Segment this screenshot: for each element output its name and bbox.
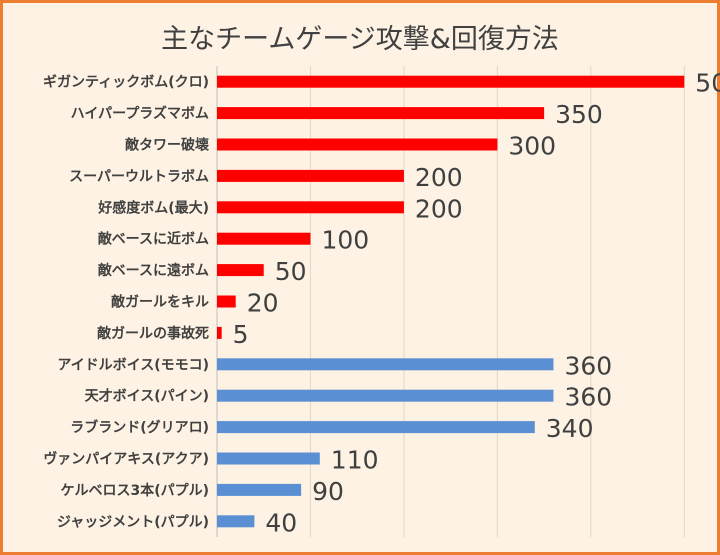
bar <box>217 515 255 528</box>
bar <box>217 138 498 151</box>
category-label: ジャッジメント(パプル) <box>57 514 209 530</box>
category-label: ハイパープラズマボム <box>71 105 209 122</box>
value-label: 50 <box>275 257 307 286</box>
category-label: ヴァンパイアキス(アクア) <box>43 451 209 468</box>
bar <box>217 107 545 120</box>
category-label: 好感度ボム(最大) <box>97 199 209 216</box>
bar <box>217 169 404 182</box>
value-label: 5 <box>233 320 249 349</box>
value-label: 350 <box>555 100 603 129</box>
bar <box>217 483 302 496</box>
bar <box>217 389 554 402</box>
chart-title: 主なチームゲージ攻撃&回復方法 <box>161 24 559 55</box>
value-label: 110 <box>331 446 379 475</box>
value-label: 340 <box>546 414 594 443</box>
value-label: 360 <box>564 351 612 380</box>
category-label: 敵ガールをキル <box>111 294 209 311</box>
category-label: スーパーウルトラボム <box>69 169 209 185</box>
bar <box>217 75 685 88</box>
value-label: 200 <box>415 194 463 223</box>
value-label: 300 <box>508 132 556 161</box>
bar <box>217 201 404 214</box>
category-label: 敵ガールの事故死 <box>97 325 209 342</box>
category-label: ケルベロス3本(パプル) <box>60 482 209 499</box>
category-label: ラブランド(グリアロ) <box>70 419 209 436</box>
category-label: ギガンティックボム(クロ) <box>43 74 209 91</box>
category-label: アイドルボイス(モモコ) <box>57 357 209 373</box>
bar <box>217 232 311 245</box>
value-label: 100 <box>321 226 369 255</box>
bar <box>217 452 320 465</box>
bar <box>217 326 222 339</box>
category-label: 敵ベースに近ボム <box>98 231 209 248</box>
value-label: 500 <box>695 69 720 98</box>
bar <box>217 264 264 277</box>
value-label: 200 <box>415 163 463 192</box>
value-label: 20 <box>247 289 279 318</box>
bar <box>217 421 535 434</box>
bar <box>217 358 554 371</box>
category-label: 敵タワー破壊 <box>125 137 210 154</box>
value-label: 360 <box>564 383 612 412</box>
value-label: 90 <box>312 477 344 506</box>
category-label: 天才ボイス(パイン) <box>85 388 209 405</box>
value-label: 40 <box>265 508 297 537</box>
bar <box>217 295 236 308</box>
category-label: 敵ベースに遠ボム <box>98 262 209 279</box>
